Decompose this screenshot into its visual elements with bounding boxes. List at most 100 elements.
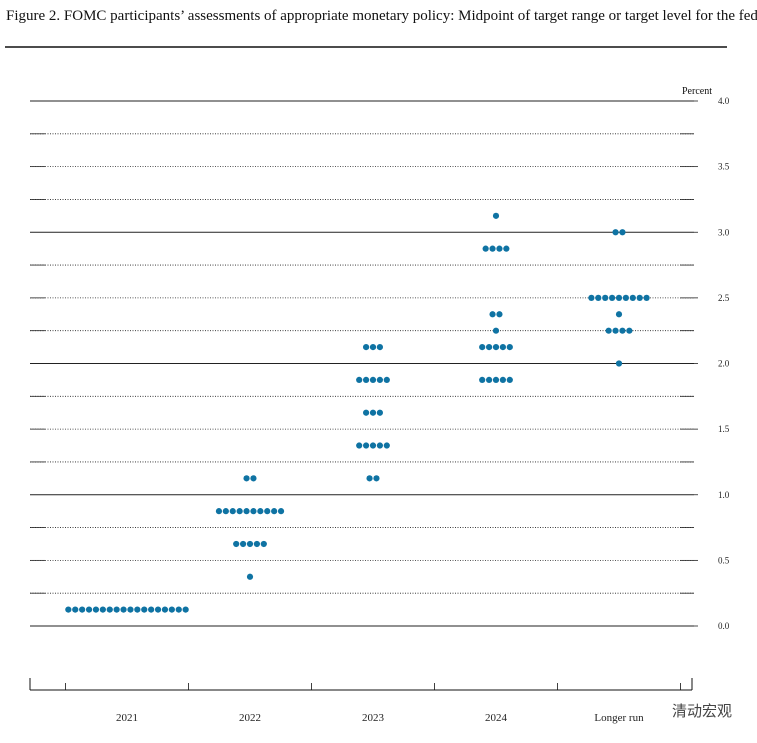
dot xyxy=(175,606,182,613)
dot xyxy=(260,540,267,548)
dot xyxy=(612,229,619,236)
y-tick-label: 4.0 xyxy=(718,96,730,106)
dot xyxy=(376,442,383,449)
y-tick-label: 0.5 xyxy=(718,555,730,565)
dot xyxy=(369,442,377,449)
dot xyxy=(356,442,363,449)
dot xyxy=(496,245,503,252)
dot xyxy=(79,606,86,613)
dot xyxy=(506,376,513,384)
dot xyxy=(250,475,257,482)
y-tick-label: 3.0 xyxy=(718,227,730,237)
dot xyxy=(363,343,370,351)
dot xyxy=(243,475,250,482)
x-tick-label: 2023 xyxy=(362,712,385,724)
dot xyxy=(257,508,264,515)
watermark: 清动宏观 xyxy=(672,702,732,720)
dot xyxy=(182,606,189,613)
dot xyxy=(236,508,243,515)
chart-title: Figure 2. FOMC participants’ assessments… xyxy=(6,8,757,24)
y-tick-label: 3.5 xyxy=(718,162,730,172)
dot xyxy=(373,475,380,482)
dot xyxy=(492,376,500,384)
dot xyxy=(376,343,383,351)
dot xyxy=(154,606,162,613)
dot xyxy=(240,540,247,548)
dot xyxy=(619,327,626,334)
dot xyxy=(363,376,370,384)
dot xyxy=(243,508,250,515)
dot xyxy=(246,540,254,548)
dot xyxy=(250,508,257,515)
dot xyxy=(92,606,100,613)
y-tick-label: 2.0 xyxy=(718,359,730,369)
dot xyxy=(113,606,120,613)
dot xyxy=(127,606,134,613)
dot xyxy=(609,294,616,301)
dot xyxy=(148,606,155,613)
dot xyxy=(506,343,513,351)
y-tick-label: 1.5 xyxy=(718,424,730,434)
dot xyxy=(65,606,72,613)
dot xyxy=(626,327,633,334)
dot xyxy=(615,311,623,318)
dot xyxy=(383,376,390,384)
dot xyxy=(277,508,285,515)
dot xyxy=(85,606,93,613)
dot xyxy=(492,343,500,351)
dot xyxy=(595,294,602,301)
dot xyxy=(496,311,503,318)
dot xyxy=(376,409,383,416)
dot xyxy=(229,508,236,515)
y-tick-label: 2.5 xyxy=(718,293,730,303)
dot xyxy=(489,311,496,318)
dot xyxy=(161,606,169,613)
dot xyxy=(376,376,383,384)
dot xyxy=(271,508,278,515)
dot xyxy=(369,409,377,416)
dot xyxy=(363,409,370,416)
dot xyxy=(356,376,363,384)
y-axis-label: Percent xyxy=(682,86,712,97)
dot xyxy=(369,343,377,351)
dot xyxy=(479,376,486,384)
y-tick-label: 0.0 xyxy=(718,621,730,631)
y-tick-label: 1.0 xyxy=(718,490,730,500)
dot xyxy=(106,606,113,613)
dot xyxy=(264,508,271,515)
dot xyxy=(588,294,595,301)
dot xyxy=(499,343,506,351)
dot xyxy=(134,606,141,613)
x-tick-label: 2021 xyxy=(116,712,138,724)
dot xyxy=(383,442,390,449)
dot xyxy=(479,343,486,351)
dot xyxy=(615,360,623,367)
dot xyxy=(72,606,79,613)
dot xyxy=(99,606,106,613)
dot xyxy=(492,327,500,334)
dot xyxy=(492,212,500,219)
dot xyxy=(622,294,630,301)
dot xyxy=(363,442,370,449)
dot xyxy=(619,229,626,236)
dot xyxy=(486,343,493,351)
dot xyxy=(499,376,506,384)
dot xyxy=(141,606,148,613)
dot xyxy=(482,245,489,252)
dot xyxy=(120,606,127,613)
x-tick-label: 2022 xyxy=(239,712,261,724)
dot xyxy=(503,245,510,252)
dot xyxy=(605,327,612,334)
dot xyxy=(233,540,240,548)
dot xyxy=(369,376,377,384)
dot xyxy=(246,573,254,580)
dot xyxy=(636,294,643,301)
dot xyxy=(366,475,373,482)
dot xyxy=(629,294,636,301)
dot xyxy=(168,606,175,613)
dot xyxy=(222,508,229,515)
dot xyxy=(253,540,260,548)
dot xyxy=(489,245,496,252)
x-tick-label: Longer run xyxy=(594,712,644,724)
